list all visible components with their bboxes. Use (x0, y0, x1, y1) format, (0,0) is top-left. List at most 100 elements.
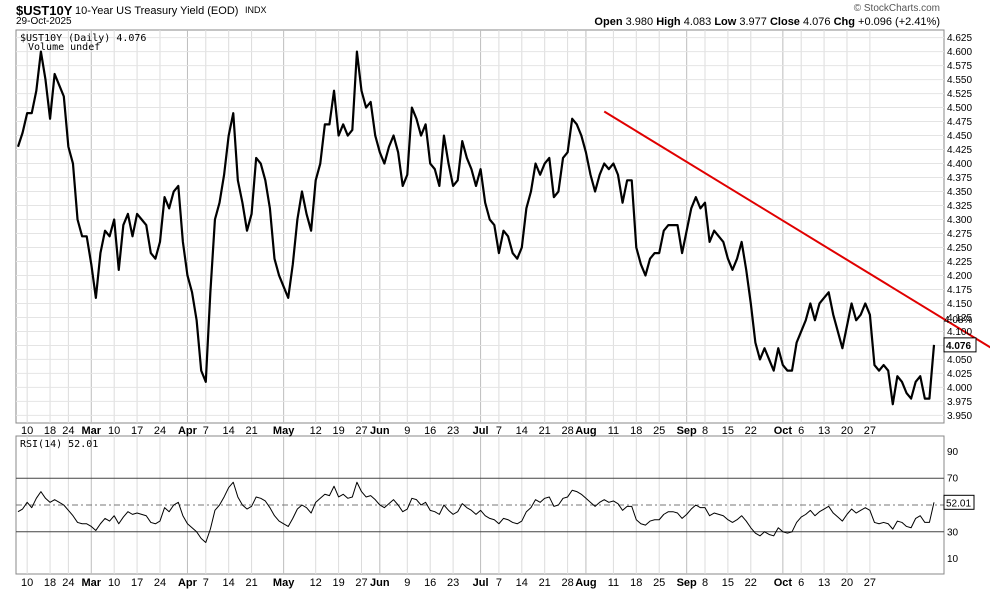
price-x-tick-label: 16 (424, 425, 436, 437)
rsi-series-line (17, 481, 935, 544)
price-y-tick-label: 4.125 (947, 313, 972, 324)
price-x-tick-label: 22 (745, 425, 757, 437)
price-y-tick-label: 4.250 (947, 243, 972, 254)
price-x-tick-label: 8 (702, 425, 708, 437)
rsi-x-tick-label: 13 (818, 577, 830, 589)
price-x-tick-label: Jul (473, 425, 489, 437)
price-y-tick-label: 4.475 (947, 117, 972, 128)
chart-date: 29-Oct-2025 (16, 16, 72, 27)
rsi-x-tick-label: Oct (774, 577, 793, 589)
chg-value: +0.096 (+2.41%) (858, 16, 940, 28)
price-x-tick-label: Aug (575, 425, 596, 437)
rsi-x-tick-label: 16 (424, 577, 436, 589)
close-label: Close (769, 16, 800, 28)
price-x-tick-label: 14 (516, 425, 528, 437)
rsi-x-tick-label: 27 (864, 577, 876, 589)
rsi-x-tick-label: 20 (841, 577, 853, 589)
price-x-tick-label: 12 (310, 425, 322, 437)
rsi-x-tick-label: 24 (154, 577, 166, 589)
price-y-tick-label: 4.400 (947, 159, 972, 170)
price-panel-frame (15, 29, 945, 424)
price-x-tick-label: Mar (81, 425, 101, 437)
price-x-tick-label: 21 (539, 425, 551, 437)
price-x-tick-label: 24 (62, 425, 74, 437)
price-y-tick-label: 4.275 (947, 229, 972, 240)
price-y-tick-label: 4.625 (947, 33, 972, 44)
rsi-x-tick-label: 12 (310, 577, 322, 589)
price-y-tick-label: 4.050 (947, 355, 972, 366)
stockcharts-watermark: © StockCharts.com (853, 3, 940, 14)
price-y-tick-label: 4.375 (947, 173, 972, 184)
rsi-x-tick-label: 7 (203, 577, 209, 589)
price-y-tick-label: 4.025 (947, 369, 972, 380)
price-x-tick-label: 18 (630, 425, 642, 437)
rsi-legend: RSI(14) 52.01 (20, 439, 98, 450)
rsi-last-value-box (943, 494, 975, 510)
rsi-x-tick-label: 15 (722, 577, 734, 589)
price-x-tick-label: 21 (245, 425, 257, 437)
price-y-tick-label: 4.300 (947, 215, 972, 226)
price-y-tick-label: 4.100 (947, 327, 972, 338)
rsi-x-tick-label: 6 (798, 577, 804, 589)
price-x-tick-label: Jun (370, 425, 390, 437)
chg-label: Chg (833, 16, 855, 28)
rsi-x-tick-label: 27 (355, 577, 367, 589)
price-x-tick-label: 23 (447, 425, 459, 437)
rsi-y-tick-label: 30 (947, 527, 959, 538)
price-x-tick-label: 27 (864, 425, 876, 437)
open-label: Open (594, 16, 623, 28)
price-x-tick-label: 28 (561, 425, 573, 437)
rsi-x-tick-label: 11 (608, 577, 619, 589)
price-x-tick-label: 6 (798, 425, 804, 437)
price-x-tick-label: 10 (21, 425, 33, 437)
rsi-y-tick-label: 10 (947, 554, 959, 565)
price-y-tick-label: 4.450 (947, 131, 972, 142)
rsi-last-value: 52.01 (946, 498, 971, 509)
price-y-tick-label: 4.175 (947, 285, 972, 296)
price-legend: $UST10Y (Daily) 4.076 (20, 33, 146, 44)
price-last-value: 4.076 (946, 341, 971, 352)
low-value: 3.977 (739, 16, 767, 28)
chart-exchange: INDX (245, 5, 267, 15)
price-series-line (16, 50, 936, 406)
rsi-x-tick-label: 28 (561, 577, 573, 589)
rsi-x-tick-label: May (273, 577, 295, 589)
price-y-tick-label: 4.225 (947, 257, 972, 268)
price-x-tick-label: 11 (608, 425, 619, 437)
price-x-tick-label: 10 (108, 425, 120, 437)
rsi-x-tick-label: 22 (745, 577, 757, 589)
price-y-tick-label: 3.950 (947, 411, 972, 422)
rsi-x-tick-label: 21 (245, 577, 257, 589)
rsi-x-tick-label: Apr (178, 577, 198, 589)
trendline-label: 4.08% (944, 315, 972, 326)
price-y-tick-label: 4.150 (947, 299, 972, 310)
price-y-tick-label: 4.325 (947, 201, 972, 212)
rsi-x-tick-label: Aug (575, 577, 596, 589)
price-y-tick-label: 4.200 (947, 271, 972, 282)
price-y-tick-label: 4.500 (947, 103, 972, 114)
price-x-tick-label: Sep (677, 425, 697, 437)
price-x-tick-label: 24 (154, 425, 166, 437)
price-x-tick-label: May (273, 425, 295, 437)
rsi-x-tick-label: 23 (447, 577, 459, 589)
price-y-tick-label: 4.425 (947, 145, 972, 156)
high-label: High (656, 16, 681, 28)
rsi-x-tick-label: 10 (21, 577, 33, 589)
rsi-y-tick-label: 70 (947, 474, 959, 485)
price-x-tick-label: 17 (131, 425, 143, 437)
volume-legend: Volume undef (28, 42, 100, 53)
price-x-tick-label: 7 (203, 425, 209, 437)
rsi-x-tick-label: Jul (473, 577, 489, 589)
price-y-tick-label: 4.525 (947, 89, 972, 100)
close-value: 4.076 (803, 16, 831, 28)
chart-security-name: 10-Year US Treasury Yield (EOD) (75, 5, 239, 17)
price-y-tick-label: 4.575 (947, 61, 972, 72)
ohlc-summary: Open 3.980 High 4.083 Low 3.977 Close 4.… (594, 16, 940, 28)
resistance-trendline (603, 110, 990, 349)
rsi-x-tick-label: 21 (539, 577, 551, 589)
rsi-x-tick-label: 7 (496, 577, 502, 589)
price-y-tick-label: 4.550 (947, 75, 972, 86)
price-y-tick-label: 4.600 (947, 47, 972, 58)
high-value: 4.083 (683, 16, 712, 28)
